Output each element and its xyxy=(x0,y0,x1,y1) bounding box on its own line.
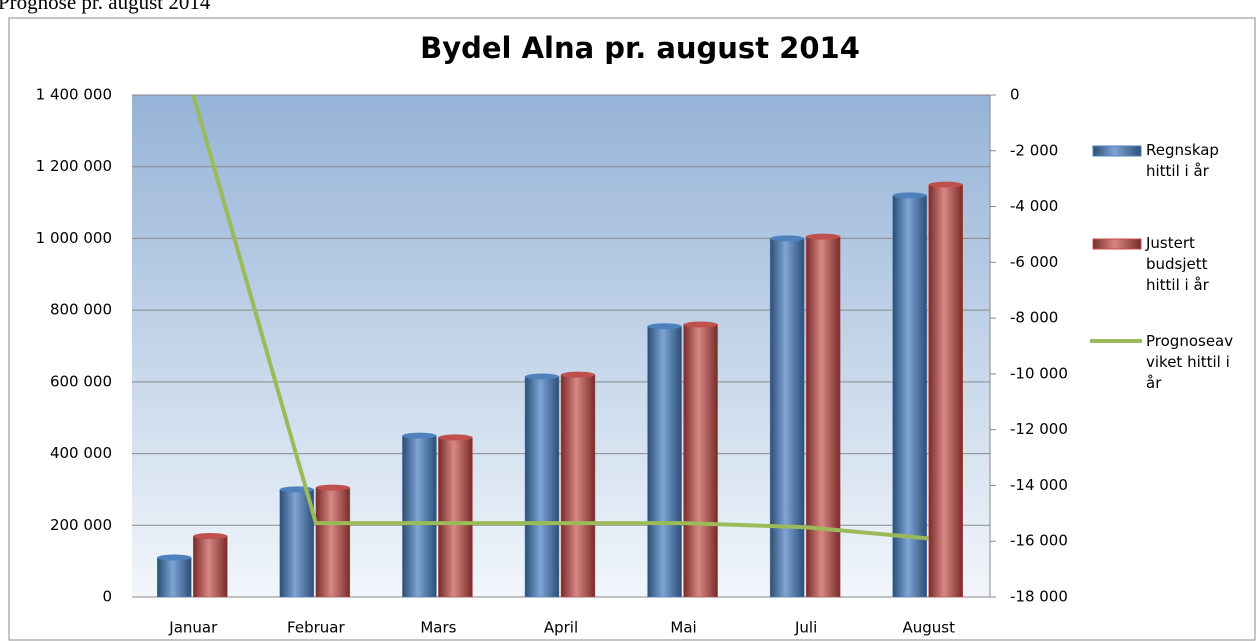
bar xyxy=(315,487,351,598)
bar-top xyxy=(647,323,682,330)
bar-top xyxy=(683,321,718,328)
y2-tick-label: -12 000 xyxy=(1010,420,1068,438)
bar-top xyxy=(525,373,559,380)
legend-swatch xyxy=(1092,238,1142,250)
y-tick-label: 1 200 000 xyxy=(36,157,112,175)
x-tick-label: Mai xyxy=(670,619,696,637)
bar xyxy=(157,557,192,598)
bar-top xyxy=(315,484,350,491)
legend-label: Justert budsjett hittil i år xyxy=(1146,234,1209,294)
y-tick-label: 1 400 000 xyxy=(36,86,112,104)
bar xyxy=(805,236,841,598)
bar-top xyxy=(193,533,228,540)
bar xyxy=(560,374,596,598)
bar-top xyxy=(561,371,595,378)
y-tick-label: 0 xyxy=(102,588,112,606)
x-tick-label: Januar xyxy=(168,619,218,637)
x-tick-label: Juli xyxy=(794,619,817,637)
y2-tick-label: -6 000 xyxy=(1010,253,1058,271)
chart-border xyxy=(8,17,1256,641)
y2-tick-label: -2 000 xyxy=(1010,141,1058,159)
y-tick-label: 600 000 xyxy=(50,372,112,390)
bar xyxy=(279,489,315,598)
legend-label: Prognoseavviket hittil i år xyxy=(1146,332,1234,392)
line-series xyxy=(191,94,929,541)
bar-top xyxy=(892,192,927,199)
x-tick-label: April xyxy=(544,619,578,637)
bar-top xyxy=(157,554,192,561)
y2-tick-label: -10 000 xyxy=(1010,364,1068,382)
bar xyxy=(683,324,718,598)
y2-tick-label: -8 000 xyxy=(1010,309,1058,327)
bar xyxy=(193,535,228,598)
bar xyxy=(892,195,927,598)
legend-label: Regnskap hittil i år xyxy=(1146,141,1219,180)
bar-top xyxy=(402,432,437,439)
y2-tick-label: -4 000 xyxy=(1010,197,1058,215)
x-tick-label: Februar xyxy=(287,619,345,637)
x-tick-label: August xyxy=(902,619,955,637)
bar xyxy=(647,326,682,598)
legend-swatch xyxy=(1092,145,1142,157)
y-tick-label: 1 000 000 xyxy=(36,229,112,247)
y2-tick-label: -18 000 xyxy=(1010,588,1068,606)
bar-top xyxy=(438,434,473,441)
bar-top xyxy=(770,235,805,242)
bar xyxy=(928,184,963,598)
bar-top xyxy=(928,181,963,188)
bar-top xyxy=(806,233,841,240)
y2-tick-label: -16 000 xyxy=(1010,532,1068,550)
chart-title: Bydel Alna pr. august 2014 xyxy=(420,31,860,65)
bar xyxy=(769,238,805,598)
y-tick-label: 200 000 xyxy=(50,516,112,534)
x-tick-label: Mars xyxy=(420,619,456,637)
y2-tick-label: 0 xyxy=(1010,86,1020,104)
y2-tick-label: -14 000 xyxy=(1010,476,1068,494)
page-title: Prognose pr. august 2014 xyxy=(0,0,211,14)
y-tick-label: 800 000 xyxy=(50,301,112,319)
y-tick-label: 400 000 xyxy=(50,444,112,462)
bar xyxy=(524,376,560,598)
bar xyxy=(438,437,473,598)
bar xyxy=(402,435,437,598)
